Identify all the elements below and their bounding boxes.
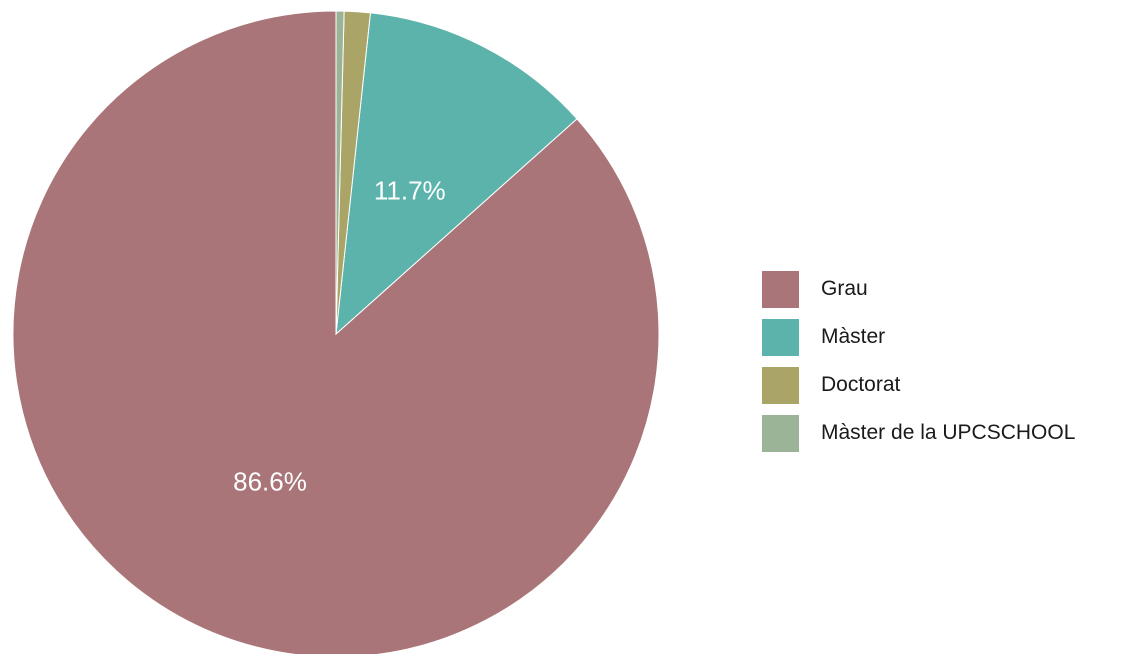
legend-item-master: Màster — [762, 313, 1075, 361]
legend-swatch-doctorat — [762, 366, 799, 404]
legend-item-grau: Grau — [762, 265, 1075, 313]
slice-label-grau: 86.6% — [233, 466, 307, 496]
legend-item-master-upcschool: Màster de la UPCSCHOOL — [762, 409, 1075, 457]
legend-label-grau: Grau — [821, 277, 868, 300]
legend-label-master-upcschool: Màster de la UPCSCHOOL — [821, 421, 1076, 444]
legend-swatch-master — [762, 318, 799, 356]
pie-slice-master — [335, 12, 578, 336]
legend-item-doctorat: Doctorat — [762, 361, 1075, 409]
slice-label-master: 11.7% — [374, 175, 446, 205]
legend-swatch-grau — [762, 270, 799, 308]
legend-label-doctorat: Doctorat — [821, 373, 901, 396]
legend: Grau Màster Doctorat Màster de la UPCSCH… — [762, 265, 1075, 457]
legend-swatch-master-upcschool — [762, 414, 799, 452]
legend-label-master: Màster — [821, 325, 886, 348]
pie-slice-master-de-la-upcschool — [335, 10, 345, 335]
